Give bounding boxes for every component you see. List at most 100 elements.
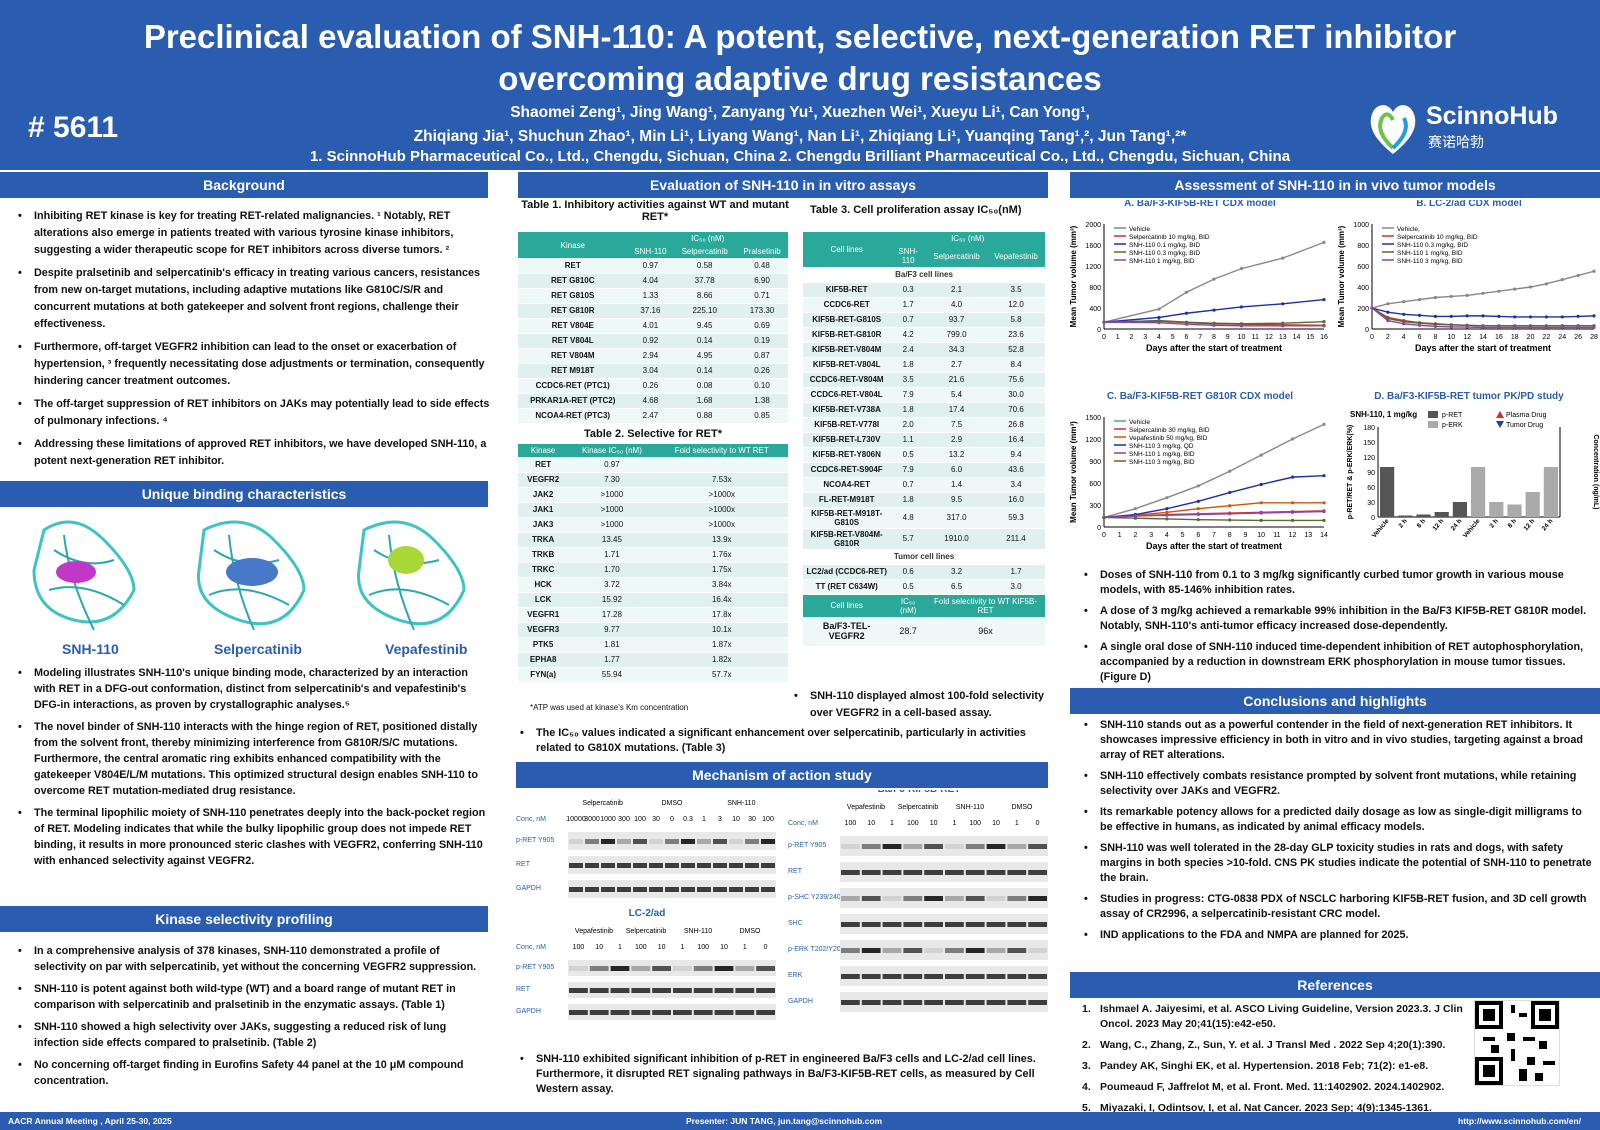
blot-band [903, 948, 923, 953]
table-row: RET 0.97 0.58 0.48 [518, 258, 788, 274]
data-point [1528, 315, 1533, 319]
background-header: Background [0, 172, 488, 198]
y-tick-label: 180 [1363, 425, 1375, 432]
table3: Cell lines IC₅₀ (nM) SNH-110 Selpercatinib… [803, 232, 1045, 647]
x-tick-label: 0 [1370, 334, 1374, 341]
blot-band [841, 948, 860, 953]
table-cell: CCDC6-RET-V804L [803, 387, 891, 403]
t4-col-header: Cell lines [803, 594, 891, 617]
conc-value: 1 [890, 820, 894, 827]
data-point [1102, 515, 1106, 520]
blot-band [569, 863, 583, 868]
table-cell: 0.58 [673, 258, 736, 274]
x-tick-label: 12 h [1432, 518, 1446, 532]
conc-value: 100 [635, 944, 647, 951]
chart-title: C. Ba/F3-KIF5B-RET G810R CDX model [1107, 391, 1293, 402]
x-tick-label: 26 [1574, 334, 1582, 341]
table-row: KIF5B-RET-V804M 2.4 34.3 52.8 [803, 342, 1045, 358]
blot-band [665, 863, 679, 868]
data-point [1165, 517, 1169, 521]
blot-band [1028, 922, 1047, 927]
x-tick-label: 2 h [1488, 518, 1499, 530]
conc-label: Conc, nM [516, 816, 546, 823]
moa-note: SNH-110 exhibited significant inhibition… [516, 1052, 1044, 1103]
table-row: PRKAR1A-RET (PTC2) 4.68 1.68 1.38 [518, 393, 788, 409]
data-point [1576, 314, 1580, 318]
table-cell: 799.0 [926, 327, 988, 343]
bar [1398, 515, 1413, 517]
blot-band [713, 863, 727, 868]
legend-swatch [1428, 411, 1438, 418]
t3-col-header: Vepafestinib [987, 245, 1045, 267]
blot-band [756, 1010, 775, 1015]
table-cell: 7.30 [568, 472, 656, 488]
table-cell: 6.90 [736, 273, 788, 289]
conc-value: 1 [743, 944, 747, 951]
x-tick-label: 2 [1133, 532, 1137, 539]
data-point [1544, 315, 1549, 319]
table-cell: EPHA8 [518, 652, 569, 668]
table-row: NCOA4-RET (PTC3) 2.47 0.88 0.85 [518, 408, 788, 424]
blot-band [1028, 870, 1047, 875]
table-cell: 13.45 [568, 532, 656, 548]
legend-label: SNH-110 3 mg/kg, QD [1129, 443, 1194, 450]
table-cell: TT (RET C634W) [803, 579, 891, 595]
table2-caption: Table 2. Selective for RET* [584, 428, 722, 440]
table-cell: FL-RET-M918T [803, 492, 891, 508]
data-point [1433, 295, 1438, 300]
blot-band [735, 988, 755, 993]
chart-title: A. Ba/F3-KIF5B-RET CDX model [1124, 200, 1276, 209]
x-axis-label: Days after the start of treatment [1146, 541, 1282, 551]
blot-band [861, 974, 881, 979]
conc-value: 1 [702, 816, 706, 823]
blot-band [903, 974, 923, 979]
table-row: KIF5B-RET-Y806N 0.5 13.2 9.4 [803, 447, 1045, 463]
table-cell: 2.1 [926, 282, 988, 298]
bar [1507, 504, 1522, 517]
y2-axis-label: Concentration (ng/mL) [1592, 434, 1599, 509]
footer-url[interactable]: http://www.scinnohub.com/en/ [1458, 1116, 1581, 1126]
data-point [1528, 285, 1533, 289]
data-point [1528, 325, 1533, 330]
x-tick-label: 4 [1402, 334, 1406, 341]
blot-band [1028, 974, 1047, 979]
blot-band [903, 896, 923, 901]
t3-header-cell: Cell lines [803, 232, 891, 267]
blot-band [693, 1010, 713, 1015]
blot-band [924, 948, 943, 953]
x-tick-label: 20 [1527, 334, 1535, 341]
blot-row-label: GAPDH [516, 1008, 541, 1015]
table-cell: RET V804E [518, 318, 628, 334]
table-cell: 4.01 [627, 318, 674, 334]
series-line [1371, 270, 1595, 309]
y-tick-label: 30 [1367, 500, 1375, 507]
data-point [1497, 289, 1501, 293]
table-cell: 1.77 [568, 652, 656, 668]
footer-meeting: AACR Annual Meeting , April 25-30, 2025 [8, 1116, 172, 1126]
data-point [1133, 514, 1138, 518]
series-line [1103, 474, 1325, 519]
y-tick-label: 0 [1365, 327, 1369, 334]
y-tick-label: 2000 [1085, 222, 1101, 229]
x-tick-label: Vehicle [1462, 517, 1482, 539]
blot-band [649, 887, 663, 892]
blot-row-label: RET [788, 868, 803, 875]
x-tick-label: 14 [1479, 334, 1487, 341]
data-point [1544, 282, 1549, 286]
conc-value: 0.3 [683, 816, 693, 823]
data-point [1417, 313, 1422, 317]
chart-title: D. Ba/F3-KIF5B-RET tumor PK/PD study [1374, 391, 1564, 402]
kinase-header: Kinase selectivity profiling [0, 906, 488, 932]
table-cell: 5.8 [987, 312, 1045, 328]
data-point [1165, 507, 1169, 511]
blot-band [861, 896, 881, 901]
series-line [1103, 516, 1324, 522]
qr-code[interactable] [1474, 1000, 1560, 1086]
table-cell: 28.7 [890, 616, 927, 647]
x-tick-label: 3 [1143, 334, 1147, 341]
x-tick-label: 10 [1447, 334, 1455, 341]
table-cell: 1.33 [627, 288, 674, 304]
blot-lane-bg [840, 966, 1048, 986]
data-point [1133, 516, 1138, 520]
blot-title: Ba/F3-KIF5B-RET-G810R [588, 790, 706, 791]
